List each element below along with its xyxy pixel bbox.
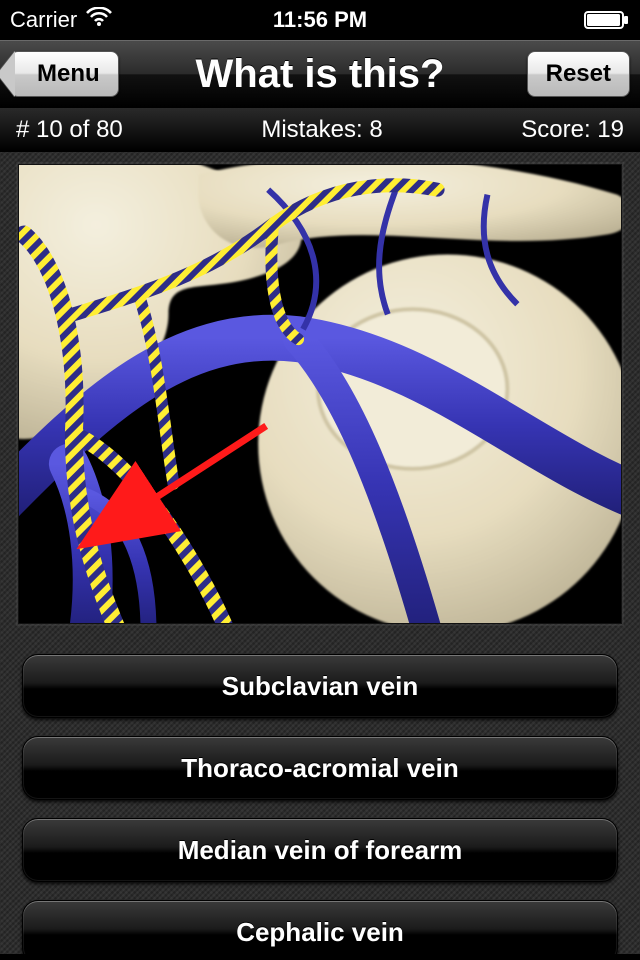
anatomy-svg <box>19 165 621 623</box>
answer-option-3[interactable]: Cephalic vein <box>22 900 618 960</box>
page-title: What is this? <box>196 52 445 97</box>
answer-option-2[interactable]: Median vein of forearm <box>22 818 618 882</box>
status-bar: Carrier 11:56 PM <box>0 0 640 40</box>
answer-option-1[interactable]: Thoraco-acromial vein <box>22 736 618 800</box>
mistakes-label: Mistakes: 8 <box>261 116 382 144</box>
reset-label: Reset <box>546 60 611 88</box>
status-left: Carrier <box>10 7 113 33</box>
question-index-label: # 10 of 80 <box>16 116 123 144</box>
answer-label: Subclavian vein <box>222 671 419 702</box>
clock-label: 11:56 PM <box>273 7 367 33</box>
menu-back-button[interactable]: Menu <box>10 51 119 97</box>
score-label: Score: 19 <box>521 116 624 144</box>
stats-row: # 10 of 80 Mistakes: 8 Score: 19 <box>0 108 640 152</box>
battery-icon <box>584 10 630 30</box>
carrier-label: Carrier <box>10 7 77 33</box>
wifi-icon <box>85 7 113 33</box>
anatomy-image <box>18 164 622 624</box>
answer-option-0[interactable]: Subclavian vein <box>22 654 618 718</box>
nav-bar: Menu What is this? Reset <box>0 40 640 108</box>
content-area: Subclavian vein Thoraco-acromial vein Me… <box>0 152 640 960</box>
answer-list: Subclavian vein Thoraco-acromial vein Me… <box>18 654 622 960</box>
status-right <box>584 10 630 30</box>
answer-label: Cephalic vein <box>236 917 404 948</box>
answer-label: Median vein of forearm <box>178 835 463 866</box>
reset-button[interactable]: Reset <box>527 51 630 97</box>
menu-back-label: Menu <box>37 60 100 88</box>
answer-label: Thoraco-acromial vein <box>181 753 458 784</box>
